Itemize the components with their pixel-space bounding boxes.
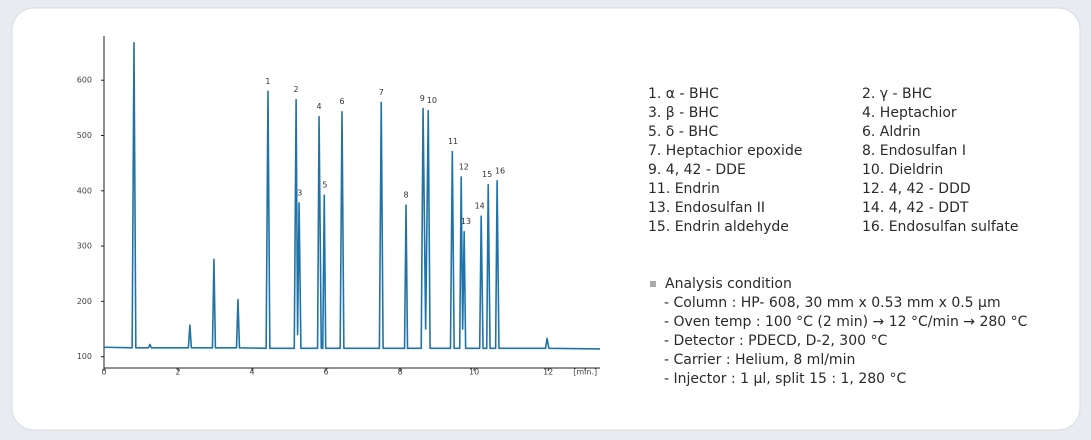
- peak-label: 16: [495, 166, 505, 175]
- x-tick-label: 2: [175, 368, 180, 377]
- compound-name: 13. Endosulfan ⅠⅠ: [648, 200, 765, 216]
- bullet: [650, 281, 656, 287]
- compound-name: 7. Heptachior epoxide: [648, 143, 802, 159]
- y-tick-label: 500: [77, 131, 92, 140]
- compound-name: 14. 4, 42 - DDT: [862, 200, 969, 216]
- x-tick-label: 8: [398, 368, 403, 377]
- peak-label: 9: [420, 94, 425, 103]
- peak-label: 15: [482, 170, 492, 179]
- compound-name: 6. Aldrin: [862, 124, 921, 140]
- y-tick-label: 400: [77, 186, 92, 195]
- analysis-line: - Oven temp : 100 °C (2 min) → 12 °C/min…: [664, 314, 1028, 330]
- analysis-line: - Column : HP- 608, 30 mm x 0.53 mm x 0.…: [664, 295, 1001, 311]
- compound-name: 10. Dieldrin: [862, 162, 943, 178]
- x-tick-label: [min.]: [573, 368, 597, 377]
- peak-label: 2: [294, 85, 299, 94]
- compound-name: 5. δ - BHC: [648, 124, 718, 140]
- compound-name: 11. Endrin: [648, 181, 720, 197]
- analysis-line: - Carrier : Helium, 8 ml/min: [664, 352, 855, 368]
- peak-label: 13: [461, 217, 471, 226]
- analysis-line: - Injector : 1 μl, split 15 : 1, 280 °C: [664, 371, 906, 387]
- card: [11, 7, 1081, 431]
- compound-name: 3. β - BHC: [648, 105, 719, 121]
- y-tick-label: 100: [77, 352, 92, 361]
- compound-name: 9. 4, 42 - DDE: [648, 162, 746, 178]
- compound-name: 1. α - BHC: [648, 86, 719, 102]
- y-tick-label: 200: [77, 297, 92, 306]
- compound-name: 15. Endrin aldehyde: [648, 219, 789, 235]
- x-tick-label: 0: [101, 368, 106, 377]
- peak-label: 3: [297, 188, 302, 197]
- x-tick-label: 12: [543, 368, 553, 377]
- compound-name: 12. 4, 42 - DDD: [862, 181, 971, 197]
- compound-name: 4. Heptachior: [862, 105, 957, 121]
- analysis-line: - Detector : PDECD, D-2, 300 °C: [664, 333, 887, 349]
- x-tick-label: 4: [250, 368, 255, 377]
- peak-label: 1: [265, 77, 270, 86]
- peak-label: 5: [322, 181, 327, 190]
- peak-label: 7: [379, 88, 384, 97]
- peak-label: 14: [475, 202, 485, 211]
- chromatogram-line: [103, 41, 601, 350]
- peak-label: 8: [403, 191, 408, 200]
- y-tick-label: 600: [77, 76, 92, 85]
- analysis-title: Analysis condition: [665, 276, 792, 292]
- peak-label: 12: [459, 162, 469, 171]
- compound-name: 16. Endosulfan sulfate: [862, 219, 1018, 235]
- y-tick-label: 300: [77, 242, 92, 251]
- x-tick-label: 6: [324, 368, 329, 377]
- compound-name: 2. γ - BHC: [862, 86, 932, 102]
- compound-name: 8. Endosulfan Ⅰ: [862, 143, 966, 159]
- peak-label: 10: [427, 96, 437, 105]
- peak-label: 4: [317, 102, 322, 111]
- peak-label: 6: [339, 97, 344, 106]
- x-tick-label: 10: [469, 368, 479, 377]
- peak-label: 11: [448, 137, 458, 146]
